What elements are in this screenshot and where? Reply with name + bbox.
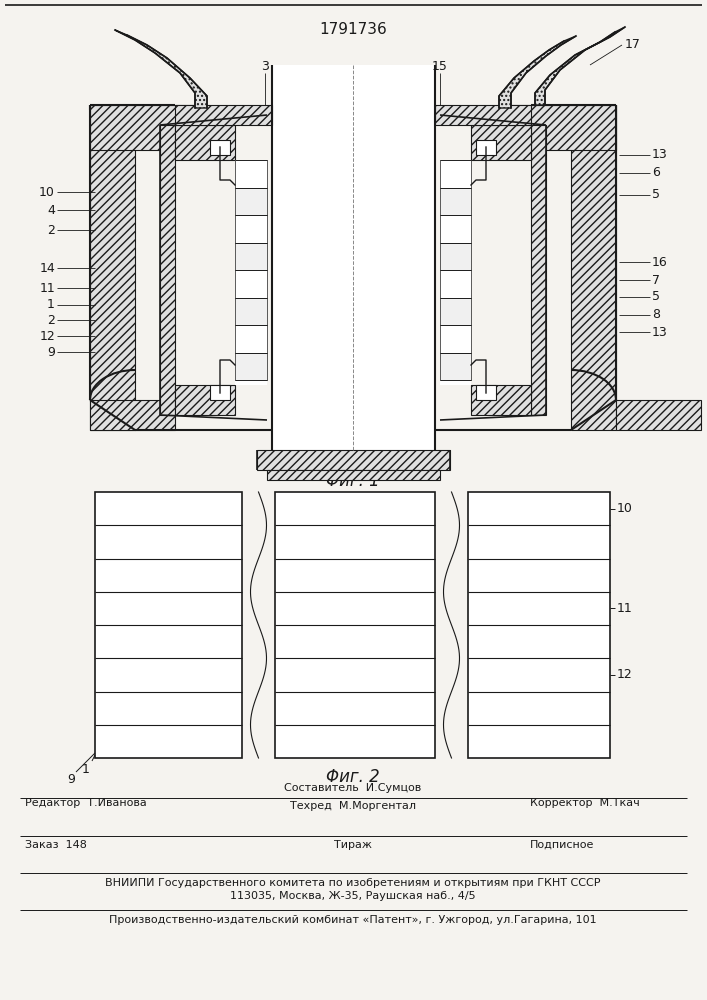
Text: 12: 12 (617, 668, 633, 681)
Bar (440, 160, 471, 188)
Text: 13: 13 (652, 326, 667, 338)
Text: 16: 16 (652, 255, 667, 268)
Text: 1: 1 (82, 763, 90, 776)
Bar (468, 492, 610, 758)
Bar (175, 125, 235, 160)
Bar (210, 140, 230, 155)
Bar (90, 105, 135, 430)
Bar (435, 105, 531, 125)
Bar (440, 325, 471, 353)
Bar (275, 492, 435, 758)
Bar (440, 298, 471, 325)
Text: 12: 12 (40, 330, 55, 342)
Polygon shape (499, 36, 576, 108)
Text: ВНИИПИ Государственного комитета по изобретениям и открытиям при ГКНТ СССР: ВНИИПИ Государственного комитета по изоб… (105, 878, 601, 888)
Text: 1791736: 1791736 (319, 22, 387, 37)
Text: 2: 2 (47, 314, 55, 326)
Bar (95, 492, 242, 758)
Bar (531, 125, 546, 415)
Bar (440, 188, 471, 215)
Bar (440, 242, 471, 270)
Bar (440, 215, 471, 242)
Text: 4: 4 (47, 204, 55, 217)
Text: 10: 10 (39, 186, 55, 198)
Bar (235, 188, 267, 215)
Bar (235, 160, 267, 188)
Bar (90, 105, 195, 150)
Bar (257, 450, 450, 470)
Text: 15: 15 (432, 60, 448, 73)
Bar (571, 105, 616, 430)
Text: 8: 8 (652, 308, 660, 322)
Text: Φиг. 1: Φиг. 1 (326, 472, 380, 490)
Text: 17: 17 (625, 38, 641, 51)
Text: 5: 5 (652, 290, 660, 304)
Bar (235, 215, 267, 242)
Bar (235, 298, 267, 325)
Polygon shape (115, 30, 207, 108)
Text: 11: 11 (617, 602, 633, 615)
Bar (440, 270, 471, 298)
Text: 113035, Москва, Ж-35, Раушская наб., 4/5: 113035, Москва, Ж-35, Раушская наб., 4/5 (230, 891, 476, 901)
Text: 10: 10 (617, 502, 633, 515)
Bar (235, 242, 267, 270)
Text: 14: 14 (40, 261, 55, 274)
Bar (476, 140, 496, 155)
Bar (272, 65, 435, 450)
Polygon shape (535, 27, 625, 105)
Bar (267, 470, 440, 480)
Text: 9: 9 (67, 773, 75, 786)
Text: Заказ  148: Заказ 148 (25, 840, 87, 850)
Text: 2: 2 (47, 224, 55, 236)
Text: Редактор  Т.Иванова: Редактор Т.Иванова (25, 798, 147, 808)
Text: Тираж: Тираж (334, 840, 372, 850)
Text: Φиг. 2: Φиг. 2 (326, 768, 380, 786)
Text: Техред  М.Моргентал: Техред М.Моргентал (290, 801, 416, 811)
Bar (471, 125, 531, 160)
Bar (235, 353, 267, 380)
Text: 1: 1 (47, 298, 55, 312)
Bar (235, 270, 267, 298)
Text: 3: 3 (261, 60, 269, 73)
Bar (440, 160, 471, 385)
Bar (90, 400, 175, 430)
Text: Корректор  М.Ткач: Корректор М.Ткач (530, 798, 640, 808)
Text: 6: 6 (652, 166, 660, 180)
Text: 11: 11 (40, 282, 55, 294)
Text: Подписное: Подписное (530, 840, 595, 850)
Bar (235, 325, 267, 353)
Bar (616, 400, 701, 430)
Bar (160, 125, 175, 415)
Text: 5: 5 (652, 188, 660, 202)
Text: 7: 7 (652, 273, 660, 286)
Bar (440, 353, 471, 380)
Text: 13: 13 (652, 148, 667, 161)
Bar (511, 105, 616, 150)
Bar (175, 385, 235, 415)
Bar (175, 105, 272, 125)
Text: 9: 9 (47, 346, 55, 359)
Text: Составитель  И.Сумцов: Составитель И.Сумцов (284, 783, 421, 793)
Bar (235, 160, 267, 385)
Bar (471, 385, 531, 415)
Bar (476, 385, 496, 400)
Bar (210, 385, 230, 400)
Text: Производственно-издательский комбинат «Патент», г. Ужгород, ул.Гагарина, 101: Производственно-издательский комбинат «П… (109, 915, 597, 925)
